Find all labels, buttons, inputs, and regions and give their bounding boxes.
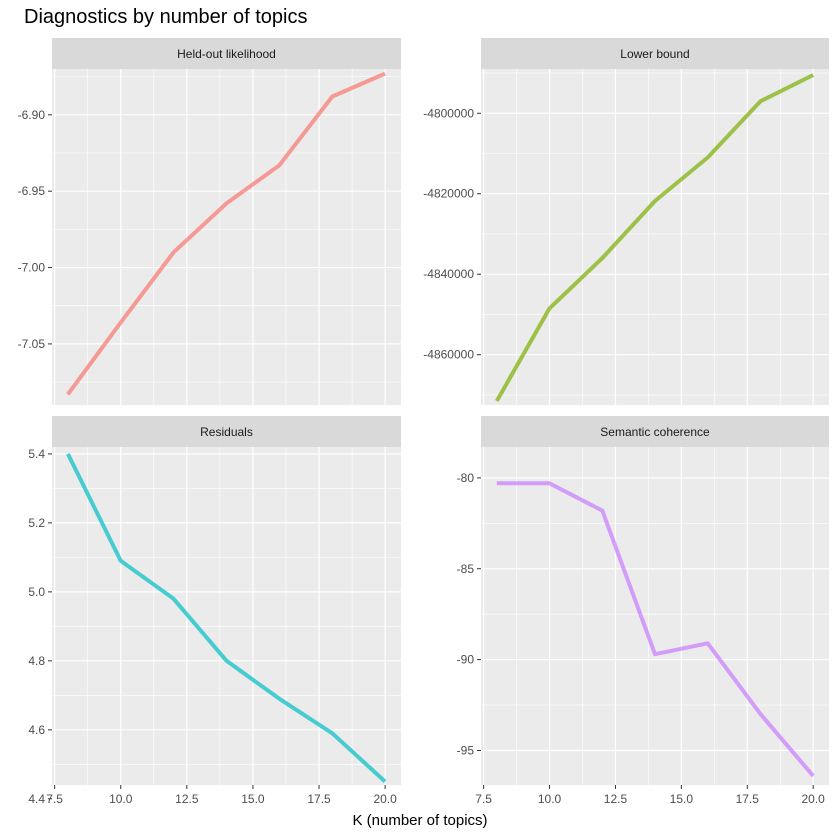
x-tick-label: 17.5 [736, 792, 760, 806]
strip-label-lower-bound: Lower bound [620, 47, 689, 61]
panel-bg-residuals [52, 447, 401, 785]
y-tick-label: -90 [457, 653, 475, 667]
y-tick-label: -4800000 [423, 106, 474, 120]
strip-lower-bound [481, 38, 829, 69]
y-tick-label: 5.4 [28, 447, 45, 461]
panel-bg-lower-bound [481, 69, 829, 405]
y-tick-label: -7.05 [18, 337, 46, 351]
x-tick-label: 10.0 [538, 792, 562, 806]
x-tick-label: 15.0 [241, 792, 265, 806]
y-tick-label: 4.8 [28, 654, 45, 668]
x-tick-label: 12.5 [175, 792, 199, 806]
y-tick-label: 4.6 [28, 723, 45, 737]
series-line-semantic-coherence [496, 481, 815, 778]
y-tick-label: 5.2 [28, 516, 45, 530]
x-tick-label: 20.0 [373, 792, 397, 806]
x-tick-label: 7.5 [475, 792, 492, 806]
y-tick-label: -4860000 [423, 348, 474, 362]
strip-label-held-out-likelihood: Held-out likelihood [177, 47, 276, 61]
x-tick-label: 12.5 [604, 792, 628, 806]
strip-label-residuals: Residuals [200, 425, 253, 439]
y-tick-label: -4820000 [423, 187, 474, 201]
x-tick-label: 15.0 [670, 792, 694, 806]
y-tick-label: 5.0 [28, 585, 45, 599]
strip-semantic-coherence [481, 416, 829, 447]
y-tick-label: 4.4 [28, 792, 45, 806]
x-axis-label: K (number of topics) [352, 812, 488, 829]
series-line-lower-bound [495, 73, 815, 402]
x-tick-label: 7.5 [46, 792, 63, 806]
series-line-residuals [66, 453, 387, 784]
strip-residuals [52, 416, 401, 447]
panel-bg-held-out-likelihood [52, 69, 401, 405]
y-tick-label: -6.95 [18, 184, 46, 198]
y-tick-label: -80 [457, 471, 475, 485]
strip-held-out-likelihood [52, 38, 401, 69]
x-tick-label: 17.5 [307, 792, 331, 806]
y-tick-label: -95 [457, 743, 475, 757]
series-line-held-out-likelihood [66, 71, 386, 396]
strip-label-semantic-coherence: Semantic coherence [600, 425, 710, 439]
x-tick-label: 20.0 [802, 792, 826, 806]
y-tick-label: -7.00 [18, 261, 46, 275]
x-tick-label: 10.0 [109, 792, 133, 806]
y-tick-label: -4840000 [423, 267, 474, 281]
chart-title: Diagnostics by number of topics [24, 6, 308, 28]
y-tick-label: -85 [457, 562, 475, 576]
y-tick-label: -6.90 [18, 108, 46, 122]
